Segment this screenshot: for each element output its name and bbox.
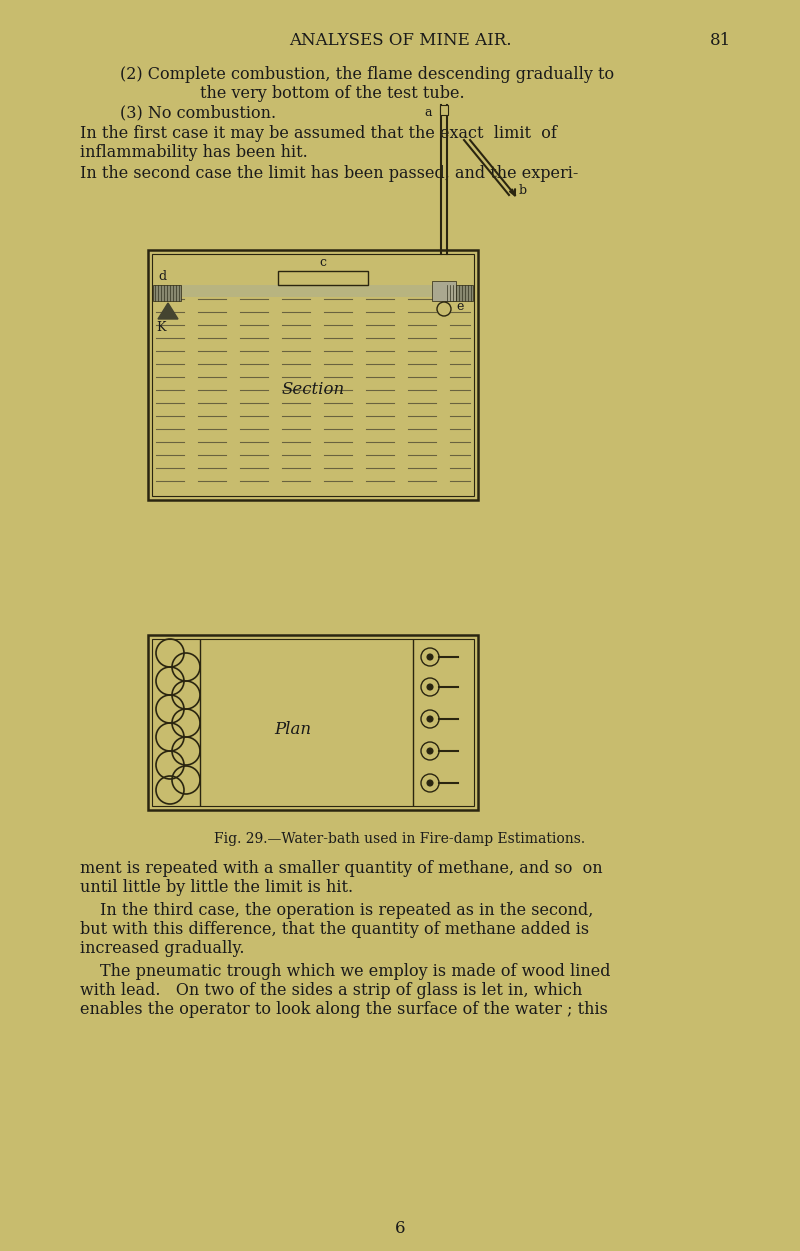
Text: increased gradually.: increased gradually.	[80, 940, 245, 957]
Text: K: K	[156, 322, 166, 334]
Text: a: a	[425, 106, 432, 120]
Text: (3) No combustion.: (3) No combustion.	[120, 104, 276, 121]
Text: 81: 81	[710, 33, 731, 49]
Text: but with this difference, that the quantity of methane added is: but with this difference, that the quant…	[80, 921, 589, 938]
Text: inflammability has been hit.: inflammability has been hit.	[80, 144, 308, 161]
Text: In the third case, the operation is repeated as in the second,: In the third case, the operation is repe…	[100, 902, 594, 919]
Circle shape	[427, 716, 433, 722]
Text: Fig. 29.—Water-bath used in Fire-damp Estimations.: Fig. 29.—Water-bath used in Fire-damp Es…	[214, 832, 586, 846]
Bar	[278, 271, 368, 285]
Text: ment is repeated with a smaller quantity of methane, and so  on: ment is repeated with a smaller quantity…	[80, 859, 602, 877]
Text: d: d	[158, 270, 166, 283]
Text: c: c	[319, 256, 326, 269]
Bar	[153, 285, 473, 296]
Circle shape	[437, 301, 451, 317]
Text: The pneumatic trough which we employ is made of wood lined: The pneumatic trough which we employ is …	[100, 963, 610, 980]
Text: with lead.   On two of the sides a strip of glass is let in, which: with lead. On two of the sides a strip o…	[80, 982, 582, 1000]
Text: Plan: Plan	[274, 722, 311, 738]
Circle shape	[427, 781, 433, 786]
Text: b: b	[519, 184, 527, 196]
Text: In the second case the limit has been passed, and the experi-: In the second case the limit has been pa…	[80, 165, 578, 181]
Bar	[148, 250, 478, 500]
Text: In the first case it may be assumed that the exact  limit  of: In the first case it may be assumed that…	[80, 125, 557, 143]
Text: (2) Complete combustion, the flame descending gradually to: (2) Complete combustion, the flame desce…	[120, 66, 614, 83]
Circle shape	[427, 684, 433, 691]
Bar	[148, 636, 478, 809]
Circle shape	[427, 654, 433, 661]
Text: 6: 6	[394, 1220, 406, 1237]
Text: until little by little the limit is hit.: until little by little the limit is hit.	[80, 879, 353, 896]
Bar	[445, 285, 473, 301]
Text: the very bottom of the test tube.: the very bottom of the test tube.	[200, 85, 465, 103]
Bar	[153, 285, 181, 301]
Text: enables the operator to look along the surface of the water ; this: enables the operator to look along the s…	[80, 1001, 608, 1018]
Text: Section: Section	[282, 382, 345, 399]
Bar	[152, 254, 474, 495]
Bar	[152, 639, 474, 806]
Text: ANALYSES OF MINE AIR.: ANALYSES OF MINE AIR.	[289, 33, 511, 49]
Text: e: e	[456, 300, 463, 314]
Bar	[432, 281, 456, 301]
Circle shape	[427, 748, 433, 754]
Bar	[440, 105, 448, 115]
Polygon shape	[158, 303, 178, 319]
